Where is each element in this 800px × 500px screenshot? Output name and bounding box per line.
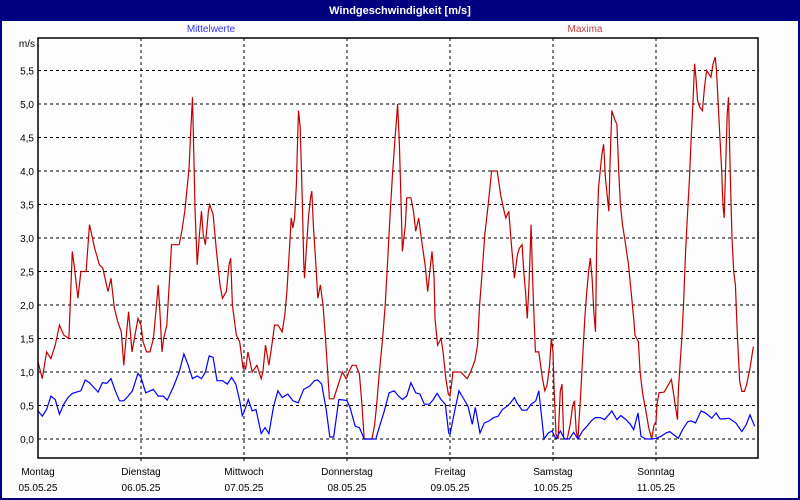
legend-maxima: Maxima	[567, 24, 602, 35]
y-tick-label: 3,0	[20, 234, 34, 245]
y-tick-label: 0,5	[20, 402, 34, 413]
x-tick-date: 06.05.25	[122, 483, 161, 494]
y-tick-label: 5,5	[20, 67, 34, 78]
x-tick-day: Mittwoch	[224, 467, 263, 478]
window-title: Windgeschwindigkeit [m/s]	[2, 2, 798, 21]
y-tick-label: 1,0	[20, 368, 34, 379]
y-tick-label: 2,5	[20, 268, 34, 279]
y-tick-label: 2,0	[20, 301, 34, 312]
x-tick-day: Dienstag	[121, 467, 160, 478]
legend-mittelwerte: Mittelwerte	[187, 24, 236, 35]
x-tick-day: Freitag	[434, 467, 465, 478]
y-tick-label: 5,0	[20, 100, 34, 111]
series-line-maxima	[37, 56, 754, 440]
grid	[38, 38, 758, 462]
x-tick-day: Donnerstag	[321, 467, 373, 478]
x-tick-day: Montag	[21, 467, 54, 478]
x-tick-day: Samstag	[533, 467, 572, 478]
x-tick-date: 09.05.25	[431, 483, 470, 494]
x-tick-day: Sonntag	[637, 467, 674, 478]
y-tick-label: 4,5	[20, 134, 34, 145]
series-line-mittelwerte	[37, 351, 756, 441]
y-tick-label: 0,0	[20, 435, 34, 446]
x-tick-date: 08.05.25	[328, 483, 367, 494]
series-layer	[37, 56, 756, 441]
y-tick-labels: 0,0 0,5 1,0 1,5 2,0 2,5 3,0 3,5 4,0 4,5 5,0 5,5	[20, 67, 34, 447]
y-tick-label: 3,5	[20, 201, 34, 212]
plot-frame	[37, 37, 759, 459]
y-tick-label: 1,5	[20, 335, 34, 346]
y-tick-label: 4,0	[20, 167, 34, 178]
x-tick-labels: Montag 05.05.25 Dienstag 06.05.25 Mittwoch 07…	[19, 467, 676, 494]
x-tick-date: 10.05.25	[534, 483, 573, 494]
x-tick-date: 05.05.25	[19, 483, 58, 494]
x-tick-date: 11.05.25	[637, 483, 676, 494]
y-axis-unit: m/s	[19, 39, 35, 50]
x-tick-date: 07.05.25	[225, 483, 264, 494]
